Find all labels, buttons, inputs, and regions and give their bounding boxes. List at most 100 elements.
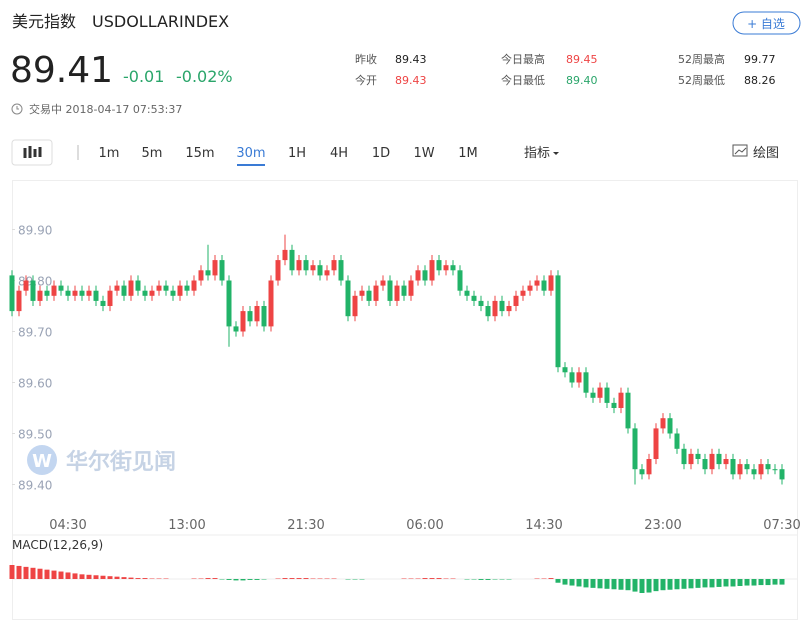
candle-body — [598, 388, 603, 398]
candle-body — [17, 291, 22, 311]
macd-bar — [122, 577, 127, 579]
period-tab[interactable]: 1H — [288, 146, 306, 161]
candle-body — [311, 265, 316, 270]
candle-body — [248, 311, 253, 321]
macd-bar — [94, 575, 99, 579]
period-tab[interactable]: 1M — [458, 146, 478, 161]
title: 美元指数 — [12, 12, 76, 31]
candle-body — [332, 260, 337, 270]
candle-body — [220, 260, 225, 280]
x-tick-label: 13:00 — [168, 518, 205, 533]
candle-body — [570, 372, 575, 382]
candle-body — [122, 286, 127, 296]
candle-body — [199, 270, 204, 280]
candle-body — [94, 291, 99, 301]
candle-body — [262, 306, 267, 326]
stat-label: 今日最低 — [501, 73, 545, 87]
clock-hand — [17, 106, 19, 109]
candle-body — [129, 281, 134, 296]
chart-type-button[interactable] — [12, 140, 52, 165]
period-tab[interactable]: 1D — [372, 146, 390, 161]
candle-body — [465, 291, 470, 296]
macd-bar — [710, 579, 715, 587]
watermark: 华尔街见闻 — [66, 449, 176, 475]
candle-body — [654, 428, 659, 459]
candle-body — [304, 260, 309, 270]
macd-bar — [549, 578, 554, 579]
period-tab[interactable]: 1W — [413, 146, 434, 161]
macd-bar — [304, 578, 309, 579]
add-watch-label[interactable]: + 自选 — [747, 17, 785, 31]
candle-body — [416, 270, 421, 280]
macd-bar — [101, 576, 106, 579]
period-tab[interactable]: 15m — [185, 146, 214, 161]
macd-bar — [724, 579, 729, 586]
macd-bar — [612, 579, 617, 589]
macd-bar — [759, 579, 764, 585]
period-tab[interactable]: 5m — [142, 146, 163, 161]
macd-bar — [66, 572, 71, 579]
stat-value: 89.43 — [395, 53, 427, 66]
macd-bar — [479, 579, 484, 580]
macd-bar — [213, 578, 218, 579]
price: 89.41 — [10, 50, 113, 91]
candle-body — [241, 311, 246, 331]
code: USDOLLARINDEX — [92, 12, 229, 31]
macd-bar — [577, 579, 582, 586]
x-tick-label: 21:30 — [287, 518, 324, 533]
macd-bar — [437, 578, 442, 579]
macd-bar — [633, 579, 638, 592]
candle-body — [297, 260, 302, 270]
macd-bar — [717, 579, 722, 587]
candle-body — [290, 250, 295, 270]
candle-body — [675, 434, 680, 449]
stat-label: 昨收 — [355, 52, 377, 66]
y-tick-label: 89.50 — [18, 428, 52, 442]
candle-body — [766, 464, 771, 469]
candle-body — [633, 428, 638, 469]
candle-body — [115, 286, 120, 291]
candle-body — [66, 291, 71, 296]
candle-body — [591, 393, 596, 398]
candle-body — [605, 388, 610, 403]
macd-bar — [654, 579, 659, 591]
candle-body — [731, 459, 736, 474]
x-tick-label: 07:30 — [763, 518, 800, 533]
stat-label: 52周最高 — [678, 52, 725, 66]
candle-body — [10, 275, 15, 311]
macd-bar — [675, 579, 680, 589]
candle-body — [45, 291, 50, 296]
candle-body — [234, 326, 239, 331]
macd-bar — [108, 576, 113, 579]
period-tab[interactable]: 4H — [330, 146, 348, 161]
y-tick-label: 89.60 — [18, 377, 52, 391]
indicator-menu[interactable]: 指标 — [524, 146, 550, 161]
candle-body — [80, 291, 85, 296]
macd-bar — [752, 579, 757, 586]
candle-body — [682, 449, 687, 464]
macd-bar — [703, 579, 708, 587]
candle-body — [430, 260, 435, 280]
candle-body — [423, 270, 428, 280]
x-tick-label: 06:00 — [406, 518, 443, 533]
candle-body — [157, 286, 162, 291]
candle-body — [773, 469, 778, 470]
macd-bar — [143, 578, 148, 579]
candle-body — [360, 291, 365, 296]
macd-bar — [731, 579, 736, 586]
macd-bar — [290, 578, 295, 579]
candle-body — [738, 464, 743, 474]
macd-bar — [773, 579, 778, 585]
macd-bar — [283, 578, 288, 579]
macd-bar — [570, 579, 575, 586]
macd-bar — [241, 579, 246, 580]
period-tab[interactable]: 1m — [99, 146, 120, 161]
macd-bar — [234, 579, 239, 580]
period-tab[interactable]: 30m — [236, 146, 265, 161]
candle-body — [437, 260, 442, 270]
macd-bar — [647, 579, 652, 593]
candle-body — [528, 286, 533, 291]
draw-button[interactable]: 绘图 — [753, 146, 779, 161]
macd-bar — [129, 578, 134, 579]
macd-bar — [619, 579, 624, 590]
